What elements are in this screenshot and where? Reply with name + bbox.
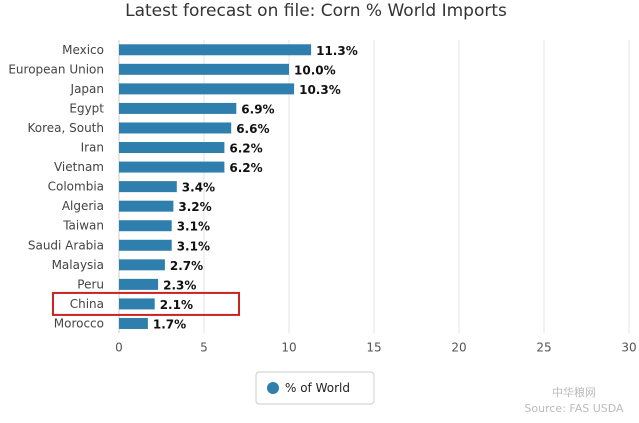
data-label: 6.2% <box>229 161 262 175</box>
data-label: 10.0% <box>294 63 336 77</box>
data-label: 6.2% <box>229 142 262 156</box>
bar <box>119 317 148 329</box>
china-highlight-box <box>52 291 240 316</box>
category-label: Egypt <box>69 101 104 115</box>
data-label: 2.7% <box>170 259 203 273</box>
x-tick-label: 10 <box>281 340 296 354</box>
bar <box>119 63 289 75</box>
source-text: Source: FAS USDA <box>524 402 624 415</box>
category-label: Colombia <box>48 180 104 194</box>
bar <box>119 239 172 251</box>
x-tick-label: 30 <box>621 340 636 354</box>
legend-box <box>255 371 375 405</box>
x-tick-labels: 0 5 10 15 20 25 30 <box>115 340 636 354</box>
watermark: 中华粮网 Source: FAS USDA <box>524 385 624 415</box>
bar <box>119 259 165 271</box>
bar <box>119 200 174 212</box>
bar <box>119 122 232 134</box>
data-label: 3.2% <box>178 200 211 214</box>
category-label: Vietnam <box>54 160 104 174</box>
bar <box>119 278 159 290</box>
data-label: 3.1% <box>177 239 210 253</box>
bar <box>119 298 155 310</box>
data-label: 1.7% <box>153 317 186 331</box>
category-label: Iran <box>81 141 104 155</box>
data-label: 10.3% <box>299 83 341 97</box>
bar <box>119 161 225 173</box>
x-tick-label: 5 <box>200 340 208 354</box>
data-label: 3.4% <box>182 181 215 195</box>
bar <box>119 181 177 193</box>
bar <box>119 102 237 114</box>
x-tick-label: 25 <box>536 340 551 354</box>
bars <box>119 44 312 329</box>
chart-title: Latest forecast on file: Corn % World Im… <box>125 1 507 21</box>
bar <box>119 142 225 154</box>
category-label: Mexico <box>62 43 104 57</box>
x-tick-label: 0 <box>115 340 123 354</box>
legend-marker <box>267 382 279 394</box>
category-label: Korea, South <box>27 121 104 135</box>
category-label: Taiwan <box>62 219 104 233</box>
bar <box>119 44 312 56</box>
bar <box>119 220 172 232</box>
category-label: Japan <box>70 82 104 96</box>
x-tick-label: 15 <box>366 340 381 354</box>
x-tick-label: 20 <box>451 340 466 354</box>
legend[interactable]: % of World <box>255 371 375 405</box>
data-label: 11.3% <box>316 44 358 58</box>
legend-label: % of World <box>285 381 350 395</box>
data-labels: 11.3% 10.0% 10.3% 6.9% 6.6% 6.2% 6.2% 3.4% 3.2% 3… <box>153 44 358 332</box>
data-label: 2.3% <box>163 278 196 292</box>
category-label: China <box>70 297 104 311</box>
category-label: Peru <box>77 277 104 291</box>
data-label: 6.9% <box>241 102 274 116</box>
category-label: Saudi Arabia <box>28 238 104 252</box>
data-label: 6.6% <box>236 122 269 136</box>
bar <box>119 83 295 95</box>
category-label: Malaysia <box>52 258 104 272</box>
category-labels: Mexico European Union Japan Egypt Korea, Sou… <box>8 43 104 331</box>
watermark-text: 中华粮网 <box>552 385 596 399</box>
data-label: 2.1% <box>160 298 193 312</box>
category-label: Morocco <box>54 316 104 330</box>
category-label: European Union <box>8 62 104 76</box>
category-label: Algeria <box>62 199 104 213</box>
data-label: 3.1% <box>177 220 210 234</box>
